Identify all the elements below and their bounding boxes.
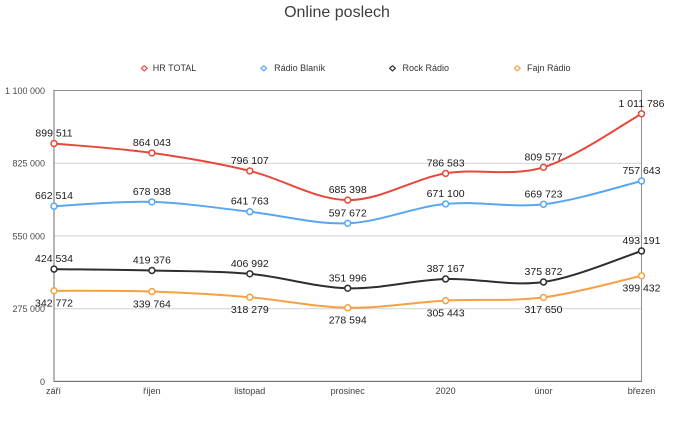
svg-text:399 432: 399 432 <box>623 283 661 295</box>
svg-text:387 167: 387 167 <box>427 263 465 275</box>
svg-text:641 763: 641 763 <box>231 196 269 208</box>
svg-text:317 650: 317 650 <box>525 304 563 316</box>
svg-text:1 100 000: 1 100 000 <box>5 86 45 96</box>
svg-text:Fajn Rádio: Fajn Rádio <box>527 63 571 73</box>
svg-text:březen: březen <box>628 386 656 396</box>
svg-text:597 672: 597 672 <box>329 207 367 219</box>
svg-text:Online poslech: Online poslech <box>284 4 390 21</box>
svg-text:342 772: 342 772 <box>35 298 73 310</box>
svg-text:375 872: 375 872 <box>525 266 563 278</box>
svg-text:275 000: 275 000 <box>12 304 45 314</box>
svg-text:493 191: 493 191 <box>623 235 661 247</box>
svg-text:796 107: 796 107 <box>231 155 269 167</box>
svg-text:351 996: 351 996 <box>329 272 367 284</box>
svg-text:406 992: 406 992 <box>231 258 269 270</box>
svg-text:678 938: 678 938 <box>133 186 171 198</box>
svg-text:listopad: listopad <box>234 386 265 396</box>
svg-text:419 376: 419 376 <box>133 255 171 267</box>
svg-text:685 398: 685 398 <box>329 184 367 196</box>
svg-text:671 100: 671 100 <box>427 188 465 200</box>
svg-text:prosinec: prosinec <box>331 386 366 396</box>
svg-text:669 723: 669 723 <box>525 188 563 200</box>
svg-text:318 279: 318 279 <box>231 304 269 316</box>
svg-text:Rock Rádio: Rock Rádio <box>403 63 450 73</box>
svg-text:říjen: říjen <box>143 386 161 396</box>
svg-text:305 443: 305 443 <box>427 307 465 319</box>
svg-text:424 534: 424 534 <box>35 253 73 265</box>
svg-text:únor: únor <box>534 386 552 396</box>
svg-text:Rádio Blaník: Rádio Blaník <box>274 63 326 73</box>
svg-text:662 514: 662 514 <box>35 190 73 202</box>
svg-text:0: 0 <box>40 377 45 387</box>
svg-text:786 583: 786 583 <box>427 157 465 169</box>
svg-text:339 764: 339 764 <box>133 298 171 310</box>
svg-text:278 594: 278 594 <box>329 315 367 327</box>
svg-text:550 000: 550 000 <box>12 231 45 241</box>
svg-text:899 511: 899 511 <box>35 128 72 140</box>
svg-text:825 000: 825 000 <box>12 159 45 169</box>
svg-text:2020: 2020 <box>436 386 456 396</box>
svg-text:září: září <box>46 386 62 396</box>
svg-text:757 643: 757 643 <box>623 165 661 177</box>
svg-text:HR TOTAL: HR TOTAL <box>153 63 197 73</box>
svg-text:864 043: 864 043 <box>133 137 171 149</box>
svg-text:809 577: 809 577 <box>525 151 563 163</box>
svg-text:1 011 786: 1 011 786 <box>619 98 665 110</box>
